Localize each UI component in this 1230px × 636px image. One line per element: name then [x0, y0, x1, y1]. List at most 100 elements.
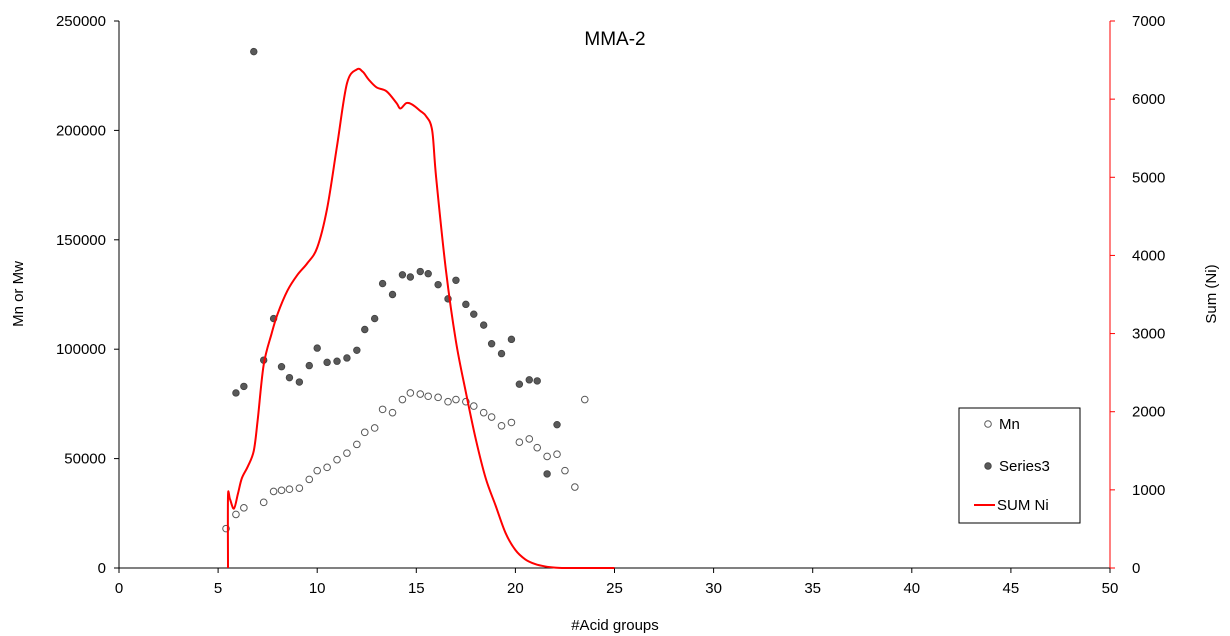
- series3-point: [479, 321, 488, 329]
- x-tick-label: 5: [214, 580, 222, 597]
- mn-point: [313, 466, 322, 475]
- mn-point: [353, 440, 361, 449]
- x-tick-label: 20: [507, 580, 524, 597]
- mn-point: [424, 392, 432, 401]
- series3-point: [416, 267, 424, 276]
- legend: Mn Series3 SUM Ni: [958, 407, 1081, 524]
- series3-point: [353, 346, 361, 354]
- mn-point: [553, 450, 561, 459]
- legend-mn-marker: [984, 420, 992, 428]
- series-group: [222, 47, 615, 570]
- sum-ni-line: [226, 67, 615, 570]
- series3-point: [487, 340, 496, 348]
- series3-point: [398, 271, 407, 279]
- mn-point: [561, 466, 569, 475]
- x-tick-label: 40: [903, 580, 920, 597]
- mn-point: [507, 418, 516, 427]
- y2-axis-title: Sum (Ni): [1203, 264, 1220, 323]
- mn-point: [479, 408, 488, 417]
- series3-point: [285, 373, 294, 382]
- series3-point: [277, 363, 286, 371]
- ticks-group: 0 5 10 15 20 25 30 35 40 45 5005000010000015000020…: [56, 13, 1165, 597]
- mn-point: [543, 452, 551, 461]
- series3-point: [361, 325, 369, 334]
- y2-tick-label: 0: [1132, 560, 1140, 577]
- series3-point: [507, 335, 516, 344]
- series3-point: [305, 361, 313, 370]
- y-tick-label: 250000: [56, 13, 106, 30]
- x-tick-label: 0: [115, 580, 123, 597]
- x-tick-label: 45: [1003, 580, 1020, 597]
- y-axis-title: Mn or Mw: [10, 261, 27, 327]
- x-tick-label: 50: [1102, 580, 1119, 597]
- series3-point: [497, 349, 506, 358]
- x-tick-label: 25: [606, 580, 623, 597]
- mn-point: [533, 443, 542, 452]
- series3-point: [533, 377, 541, 385]
- chart-title: MMA-2: [584, 29, 645, 50]
- series3-point: [462, 300, 470, 309]
- mn-point: [343, 449, 351, 457]
- mn-point: [295, 484, 304, 492]
- legend-series3-label: Series3: [999, 458, 1050, 475]
- mn-point: [333, 455, 341, 464]
- mn-point: [434, 393, 442, 402]
- mn-point: [305, 475, 314, 484]
- mn-point: [571, 483, 579, 491]
- y2-tick-label: 2000: [1132, 404, 1165, 421]
- series3-point: [240, 382, 248, 391]
- mn-point: [487, 413, 496, 421]
- legend-sum-ni-label: SUM Ni: [997, 497, 1049, 514]
- series3-point: [250, 47, 258, 56]
- series3-point: [333, 357, 341, 365]
- x-tick-label: 10: [309, 580, 326, 597]
- mn-point: [398, 395, 407, 404]
- series3-point: [378, 279, 387, 288]
- y2-tick-label: 5000: [1132, 169, 1165, 186]
- legend-mn-label: Mn: [999, 416, 1020, 433]
- mn-point: [285, 485, 294, 494]
- y2-tick-label: 7000: [1132, 13, 1165, 30]
- mn-point: [444, 397, 452, 406]
- series3-point: [553, 420, 561, 429]
- mn-point: [388, 408, 397, 417]
- mn-point: [452, 395, 460, 404]
- mn-point: [232, 510, 240, 519]
- series3-point: [343, 354, 351, 362]
- x-axis-title: #Acid groups: [571, 617, 659, 634]
- y-tick-label: 150000: [56, 232, 106, 249]
- y-tick-label: 0: [98, 560, 106, 577]
- y-tick-label: 50000: [64, 451, 106, 468]
- series3-point: [452, 276, 460, 284]
- series3-point: [388, 290, 397, 299]
- x-tick-label: 30: [705, 580, 722, 597]
- mn-point: [378, 405, 387, 414]
- series3-point: [434, 280, 442, 289]
- y-tick-label: 100000: [56, 341, 106, 358]
- mn-point: [269, 487, 278, 496]
- mn-point: [416, 390, 425, 398]
- mn-point: [580, 395, 589, 404]
- mn-point: [323, 463, 331, 472]
- series3-point: [543, 470, 551, 478]
- series3-point: [295, 378, 304, 386]
- mn-point: [525, 435, 534, 443]
- series3-point: [406, 273, 415, 281]
- series3-point: [470, 310, 478, 318]
- mn-point: [406, 389, 415, 397]
- mn-point: [515, 438, 524, 446]
- y2-tick-label: 3000: [1132, 326, 1165, 343]
- mn-point: [277, 486, 286, 495]
- mn-point: [497, 421, 506, 430]
- mn-point: [240, 504, 248, 512]
- legend-box: [958, 407, 1081, 524]
- x-tick-label: 15: [408, 580, 425, 597]
- mn-point: [360, 428, 369, 437]
- series3-point: [424, 270, 432, 278]
- legend-series3-marker: [984, 462, 992, 470]
- y2-tick-label: 1000: [1132, 482, 1165, 499]
- y-tick-label: 200000: [56, 122, 106, 139]
- mn-point: [259, 498, 268, 507]
